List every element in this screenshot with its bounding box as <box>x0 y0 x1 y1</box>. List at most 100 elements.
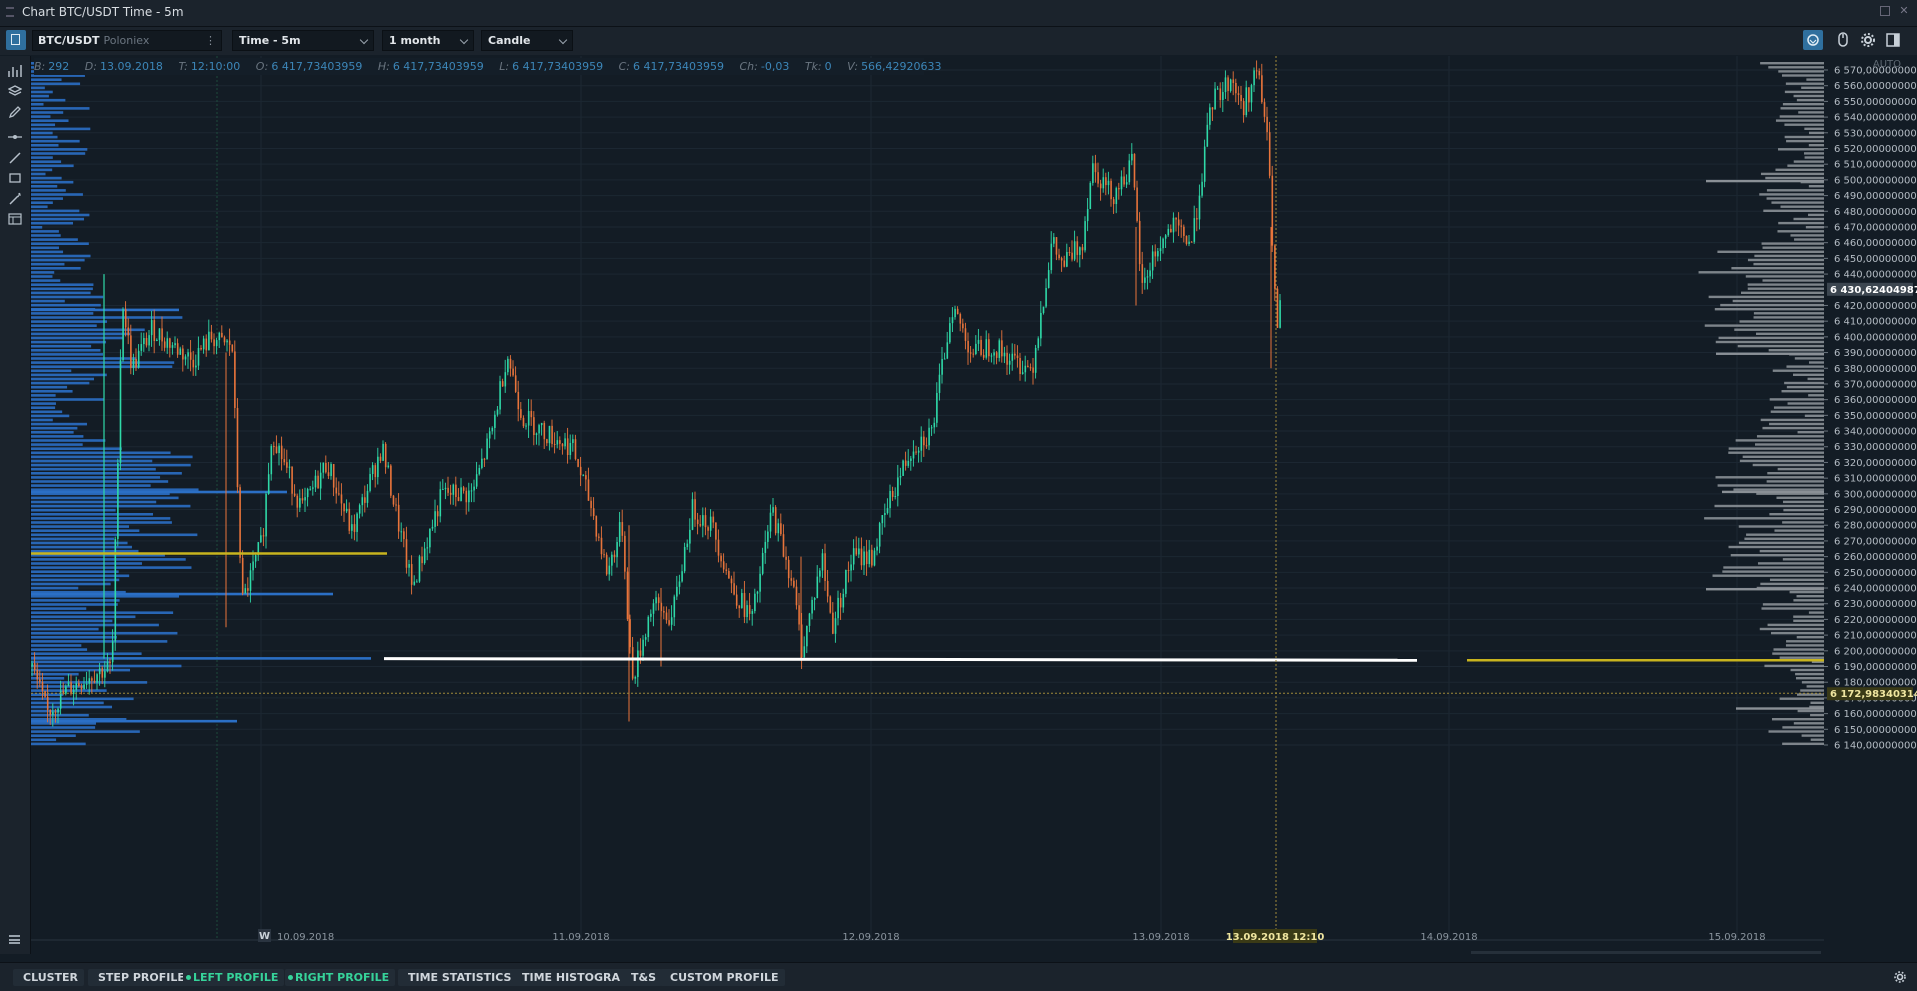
price-tick-label: 6 560,00000000 <box>1834 81 1917 92</box>
right-profile-bar <box>1808 213 1824 217</box>
tab-time-histogram[interactable]: TIME HISTOGRAM <box>512 969 637 986</box>
symbol-name: BTC/USDT <box>38 34 100 47</box>
chart-background <box>31 56 1917 962</box>
candle-body <box>270 445 273 475</box>
candle-body <box>304 497 306 501</box>
chart-panel-icon[interactable] <box>6 30 26 50</box>
candle-body <box>254 555 257 562</box>
right-profile-bar <box>1720 303 1824 307</box>
period-dropdown[interactable]: 1 month <box>382 30 474 51</box>
price-axis-mode[interactable]: AUTO <box>1873 59 1901 70</box>
gear-icon[interactable] <box>1858 30 1878 50</box>
tab-custom-profile[interactable]: CUSTOM PROFILE <box>660 969 785 986</box>
tab-left-profile[interactable]: LEFT PROFILE <box>183 969 285 986</box>
timeframe-dropdown[interactable]: Time - 5m <box>232 30 374 51</box>
candle-body <box>1003 352 1006 357</box>
candle-body <box>1216 88 1219 90</box>
candle-body <box>824 553 826 581</box>
candle-body <box>858 548 860 555</box>
template-icon[interactable] <box>8 212 22 226</box>
magic-wand-icon[interactable] <box>8 192 22 206</box>
mouse-icon[interactable] <box>1833 30 1853 50</box>
sync-icon[interactable] <box>1803 30 1823 50</box>
trend-line-icon[interactable] <box>8 151 22 165</box>
left-profile-bar <box>31 221 74 225</box>
candle-body <box>912 451 915 459</box>
left-profile-bar <box>31 537 115 541</box>
candle-body <box>865 551 868 565</box>
candle-body <box>1063 260 1066 267</box>
candle-body <box>868 549 871 565</box>
pencil-icon[interactable] <box>8 105 22 119</box>
candle-body <box>111 641 114 663</box>
candle-body <box>418 556 421 582</box>
candle-body <box>46 696 49 710</box>
left-profile-bar <box>31 525 130 528</box>
right-profile-bar <box>1777 230 1824 233</box>
drag-handle-icon[interactable] <box>6 7 14 17</box>
left-profile-bar <box>31 291 91 295</box>
layers-icon[interactable] <box>8 84 22 98</box>
left-profile-bar <box>31 361 175 364</box>
candle-body <box>252 561 254 571</box>
tab-time-statistics[interactable]: TIME STATISTICS <box>398 969 518 986</box>
candle-body <box>569 442 572 456</box>
support-level-line[interactable] <box>383 657 1418 662</box>
candle-body <box>36 669 39 680</box>
right-profile-bar <box>1737 344 1824 348</box>
right-profile-bar <box>1761 242 1824 245</box>
right-profile-bar <box>1793 217 1824 221</box>
tab-right-profile[interactable]: RIGHT PROFILE <box>285 969 396 986</box>
left-profile-bar <box>31 164 74 168</box>
left-profile-bar <box>31 131 53 135</box>
tab-step-profile[interactable]: STEP PROFILE <box>88 969 191 986</box>
candle-body <box>153 320 156 341</box>
right-profile-bar <box>1804 414 1824 417</box>
candle-body <box>62 690 65 694</box>
indicators-icon[interactable] <box>8 64 22 78</box>
menu-icon[interactable] <box>9 935 20 944</box>
candle-body <box>837 597 839 619</box>
right-profile-bar <box>1762 603 1824 606</box>
chart-type-dropdown[interactable]: Candle <box>481 30 573 51</box>
candle-body <box>738 605 741 609</box>
title-bar: Chart BTC/USDT Time - 5m ✕ <box>0 0 1917 27</box>
right-profile-bar <box>1804 127 1824 130</box>
horizontal-line-icon[interactable] <box>8 130 22 144</box>
left-profile-bar <box>31 726 96 729</box>
price-tick-label: 6 180,00000000 <box>1834 678 1917 689</box>
close-icon[interactable]: ✕ <box>1899 4 1909 17</box>
right-profile-bar <box>1752 463 1824 467</box>
candle-body <box>49 709 52 716</box>
horizontal-scrollbar[interactable] <box>1471 951 1821 954</box>
candle-body <box>387 465 390 468</box>
maximize-icon[interactable] <box>1880 6 1890 16</box>
left-profile-bar <box>31 258 85 262</box>
left-profile-bar <box>31 738 57 742</box>
price-tick-label: 6 500,00000000 <box>1834 175 1917 186</box>
candle-body <box>925 445 928 447</box>
more-vertical-icon[interactable]: ⋮ <box>205 34 216 47</box>
panel-toggle-icon[interactable] <box>1883 30 1903 50</box>
price-axis[interactable] <box>1824 56 1917 962</box>
rectangle-icon[interactable] <box>8 171 22 185</box>
symbol-selector[interactable]: BTC/USDT Poloniex ⋮ <box>32 30 222 51</box>
candle-body <box>325 462 327 473</box>
left-profile-bar <box>31 115 51 118</box>
left-profile-bar <box>31 238 78 241</box>
tab-time-and-sales[interactable]: T&S <box>621 969 663 986</box>
right-profile-bar <box>1771 201 1824 204</box>
right-profile-bar <box>1730 554 1824 557</box>
right-profile-bar <box>1739 459 1824 463</box>
info-date: D: 13.09.2018 <box>84 60 163 73</box>
tab-cluster[interactable]: CLUSTER <box>13 969 85 986</box>
candle-body <box>717 539 720 556</box>
left-profile-bar <box>31 328 145 332</box>
right-profile-bar <box>1767 623 1824 627</box>
left-profile-bar <box>31 271 55 274</box>
candle-body <box>889 490 891 509</box>
candle-body <box>673 596 676 618</box>
gear-icon[interactable] <box>1893 969 1907 988</box>
right-profile-bar <box>1733 488 1824 491</box>
